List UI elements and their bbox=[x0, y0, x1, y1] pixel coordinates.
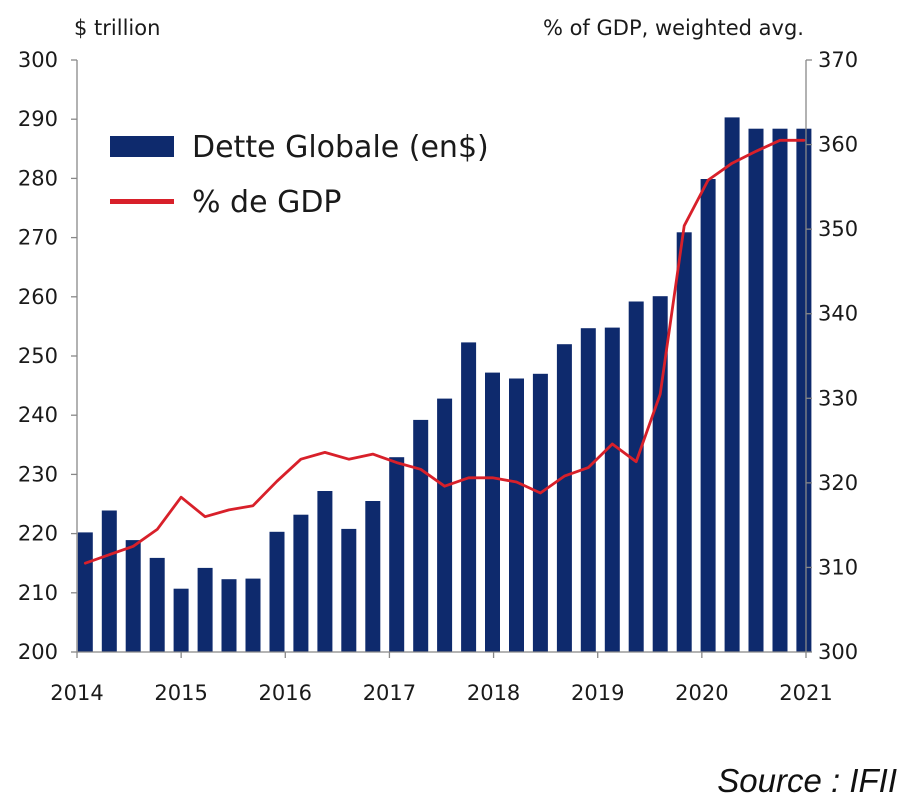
legend-swatch-gdp-percent bbox=[110, 199, 174, 204]
debt-bar-26 bbox=[676, 232, 692, 653]
debt-bar-1 bbox=[77, 532, 93, 652]
debt-bar-30 bbox=[772, 128, 788, 652]
debt-bar-3 bbox=[125, 540, 141, 652]
left-tick-label-10: 300 bbox=[18, 48, 58, 72]
debt-bar-2 bbox=[101, 510, 117, 652]
debt-bar-7 bbox=[221, 579, 237, 652]
right-tick-label-0: 300 bbox=[818, 640, 858, 664]
x-tick-label-6: 2020 bbox=[675, 681, 728, 705]
debt-bar-5 bbox=[173, 588, 189, 652]
left-tick-label-1: 210 bbox=[18, 581, 58, 605]
debt-bar-21 bbox=[556, 344, 572, 652]
right-tick-label-1: 310 bbox=[818, 555, 858, 579]
right-tick-label-3: 330 bbox=[818, 386, 858, 410]
left-tick-label-8: 280 bbox=[18, 166, 58, 190]
right-axis-unit-label: % of GDP, weighted avg. bbox=[543, 16, 804, 40]
x-tick-label-1: 2015 bbox=[154, 681, 207, 705]
debt-bar-28 bbox=[724, 117, 740, 652]
legend: Dette Globale (en$) % de GDP bbox=[110, 130, 489, 220]
debt-bar-16 bbox=[437, 398, 453, 652]
debt-bar-14 bbox=[389, 457, 405, 652]
debt-bar-23 bbox=[604, 327, 620, 652]
debt-bar-8 bbox=[245, 578, 261, 652]
debt-bar-31 bbox=[796, 128, 812, 652]
legend-label-debt: Dette Globale (en$) bbox=[192, 130, 489, 165]
left-tick-label-3: 230 bbox=[18, 462, 58, 486]
debt-bar-18 bbox=[485, 372, 500, 652]
left-tick-label-0: 200 bbox=[18, 640, 58, 664]
debt-bar-12 bbox=[341, 528, 357, 652]
x-tick-label-2: 2016 bbox=[259, 681, 312, 705]
legend-label-gdp-percent: % de GDP bbox=[192, 185, 342, 220]
right-tick-label-5: 350 bbox=[818, 217, 858, 241]
left-tick-label-5: 250 bbox=[18, 344, 58, 368]
debt-bar-24 bbox=[628, 301, 644, 652]
x-tick-label-5: 2019 bbox=[571, 681, 624, 705]
debt-bar-22 bbox=[580, 328, 596, 652]
left-tick-label-9: 290 bbox=[18, 107, 58, 131]
debt-bar-15 bbox=[413, 419, 429, 652]
x-tick-label-0: 2014 bbox=[50, 681, 103, 705]
bar-series bbox=[77, 117, 812, 653]
right-tick-label-7: 370 bbox=[818, 48, 858, 72]
legend-swatch-debt bbox=[110, 136, 174, 157]
debt-bar-17 bbox=[461, 342, 477, 652]
left-axis-ticks: 200 210 220 230 240 250 260 270 280 290 300 bbox=[18, 48, 77, 664]
debt-bar-10 bbox=[293, 514, 309, 652]
debt-bar-27 bbox=[700, 179, 716, 652]
left-tick-label-2: 220 bbox=[18, 522, 58, 546]
debt-bar-20 bbox=[532, 373, 548, 652]
debt-bar-29 bbox=[748, 128, 764, 652]
x-tick-label-4: 2018 bbox=[467, 681, 520, 705]
right-tick-label-2: 320 bbox=[818, 471, 858, 495]
right-tick-label-6: 360 bbox=[818, 133, 858, 157]
debt-bar-6 bbox=[197, 567, 213, 652]
left-axis-unit-label: $ trillion bbox=[74, 16, 160, 40]
debt-bar-19 bbox=[509, 378, 524, 652]
x-tick-label-7: 2021 bbox=[779, 681, 832, 705]
source-note: Source : IFII bbox=[717, 762, 897, 799]
debt-bar-4 bbox=[149, 557, 165, 652]
right-axis-ticks: 300 310 320 330 340 350 360 370 bbox=[806, 48, 858, 664]
x-axis-ticks: 2014 2015 2016 2017 2018 2019 2020 2021 bbox=[50, 652, 833, 705]
debt-bar-11 bbox=[317, 491, 333, 652]
left-tick-label-6: 260 bbox=[18, 285, 58, 309]
debt-bar-13 bbox=[365, 501, 381, 652]
left-tick-label-4: 240 bbox=[18, 403, 58, 427]
gdp-percent-line bbox=[83, 138, 806, 565]
right-tick-label-4: 340 bbox=[818, 302, 858, 326]
x-tick-label-3: 2017 bbox=[363, 681, 416, 705]
left-tick-label-7: 270 bbox=[18, 226, 58, 250]
debt-bar-9 bbox=[269, 531, 285, 652]
debt-bar-25 bbox=[652, 296, 668, 652]
